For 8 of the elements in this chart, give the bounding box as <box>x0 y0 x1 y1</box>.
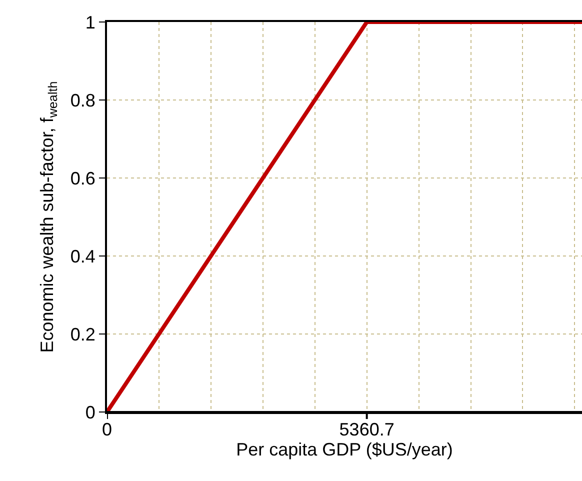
y-tick-label: 1 <box>85 12 96 32</box>
y-tick-label: 0.4 <box>70 246 96 266</box>
y-tick-label: 0.2 <box>70 324 96 344</box>
y-tick-label: 0 <box>85 402 96 422</box>
y-tick-label: 0.8 <box>70 90 96 110</box>
x-axis-title: Per capita GDP ($US/year) <box>236 440 453 460</box>
y-tick-label: 0.6 <box>70 168 96 188</box>
x-tick-label: 5360.7 <box>339 420 394 440</box>
